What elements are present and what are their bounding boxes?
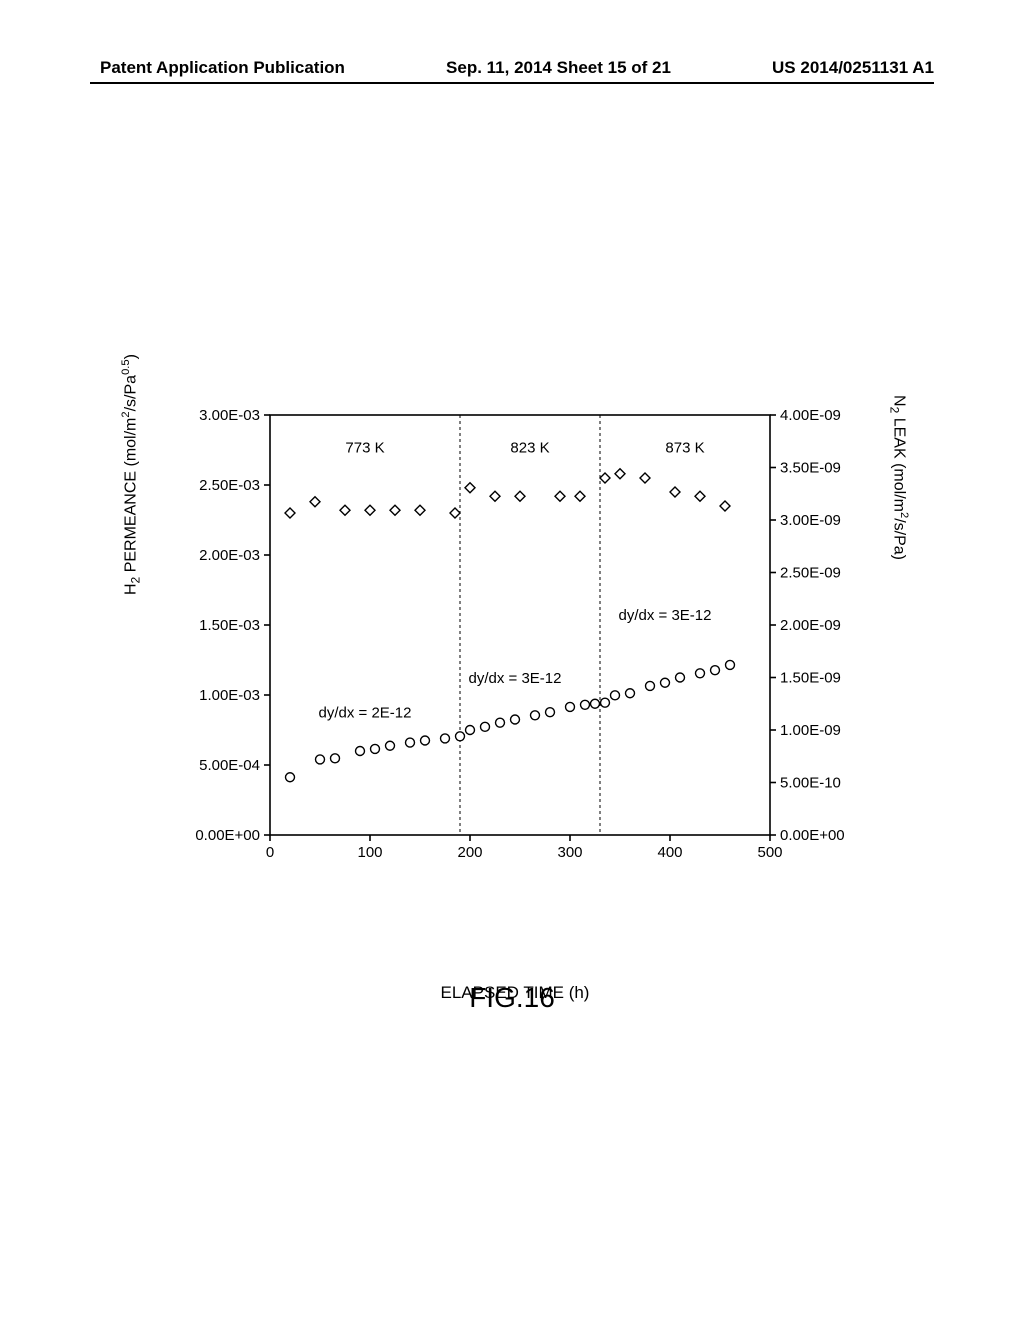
svg-text:823 K: 823 K (510, 439, 549, 456)
header-rule (90, 82, 934, 84)
page-header: Patent Application Publication Sep. 11, … (0, 58, 1024, 78)
svg-text:500: 500 (757, 844, 782, 861)
header-center: Sep. 11, 2014 Sheet 15 of 21 (446, 58, 671, 78)
chart-plot: 01002003004005000.00E+005.00E-041.00E-03… (130, 395, 900, 895)
svg-text:300: 300 (557, 844, 582, 861)
svg-text:1.50E-03: 1.50E-03 (199, 617, 260, 634)
y-axis-left-label: H2 PERMEANCE (mol/m2/s/Pa0.5) (120, 354, 143, 595)
header-left: Patent Application Publication (100, 58, 345, 78)
svg-text:dy/dx = 3E-12: dy/dx = 3E-12 (469, 670, 562, 687)
svg-text:2.50E-09: 2.50E-09 (780, 565, 841, 582)
figure-caption: FIG.16 (0, 982, 1024, 1014)
svg-text:1.50E-09: 1.50E-09 (780, 670, 841, 687)
svg-text:873 K: 873 K (665, 439, 704, 456)
svg-text:dy/dx = 2E-12: dy/dx = 2E-12 (319, 704, 412, 721)
svg-text:3.50E-09: 3.50E-09 (780, 460, 841, 477)
svg-text:4.00E-09: 4.00E-09 (780, 407, 841, 424)
svg-text:773 K: 773 K (345, 439, 384, 456)
svg-text:2.00E-09: 2.00E-09 (780, 617, 841, 634)
svg-text:1.00E-09: 1.00E-09 (780, 722, 841, 739)
svg-text:0: 0 (266, 844, 274, 861)
svg-text:2.50E-03: 2.50E-03 (199, 477, 260, 494)
svg-text:3.00E-03: 3.00E-03 (199, 407, 260, 424)
svg-text:200: 200 (457, 844, 482, 861)
svg-text:400: 400 (657, 844, 682, 861)
svg-text:100: 100 (357, 844, 382, 861)
svg-text:2.00E-03: 2.00E-03 (199, 547, 260, 564)
svg-text:0.00E+00: 0.00E+00 (780, 827, 845, 844)
svg-text:1.00E-03: 1.00E-03 (199, 687, 260, 704)
figure-16: H2 PERMEANCE (mol/m2/s/Pa0.5) N2 LEAK (m… (130, 395, 900, 955)
svg-text:5.00E-10: 5.00E-10 (780, 775, 841, 792)
y-axis-right-label: N2 LEAK (mol/m2/s/Pa) (887, 395, 910, 560)
svg-text:dy/dx = 3E-12: dy/dx = 3E-12 (619, 607, 712, 624)
header-right: US 2014/0251131 A1 (772, 58, 934, 78)
svg-text:0.00E+00: 0.00E+00 (195, 827, 260, 844)
svg-text:5.00E-04: 5.00E-04 (199, 757, 260, 774)
svg-text:3.00E-09: 3.00E-09 (780, 512, 841, 529)
